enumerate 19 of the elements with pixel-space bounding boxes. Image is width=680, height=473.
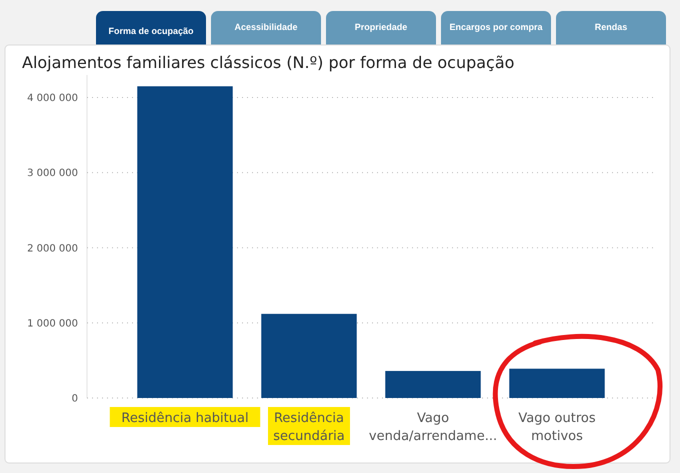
bar — [509, 368, 605, 398]
text: Acessibilidade — [234, 22, 298, 32]
x-tick-label: Vago outros motivos — [518, 411, 596, 444]
bar — [137, 86, 233, 398]
y-tick-label: 2 000 000 — [27, 243, 78, 254]
y-tick-label: 1 000 000 — [27, 318, 78, 330]
text: Propriedade — [354, 22, 408, 32]
bar — [261, 314, 357, 398]
bar — [385, 370, 481, 398]
x-tick-label: Vago venda/arrendame... — [368, 411, 498, 444]
y-tick-label: 3 000 000 — [27, 168, 78, 180]
x-tick-label: Residência habitual — [121, 411, 249, 426]
text: Rendas — [594, 22, 628, 32]
text: Forma de ocupação — [108, 26, 194, 36]
y-tick-label: 0 — [72, 394, 78, 404]
chart-title: Alojamentos familiares clássicos (N.º) por forma de ocupação — [22, 53, 514, 72]
text: Encargos por compra — [449, 22, 544, 32]
x-tick-label: Residência secundária — [273, 411, 345, 444]
y-tick-label: 4 000 000 — [27, 93, 78, 104]
